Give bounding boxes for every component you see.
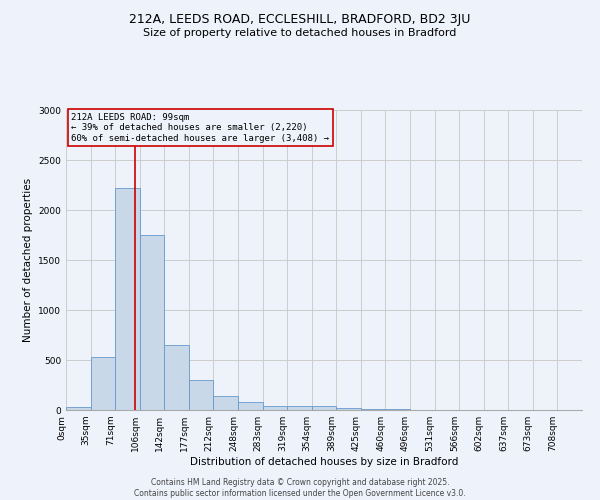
Bar: [385, 409, 410, 410]
Text: 212A, LEEDS ROAD, ECCLESHILL, BRADFORD, BD2 3JU: 212A, LEEDS ROAD, ECCLESHILL, BRADFORD, …: [130, 12, 470, 26]
Bar: [140, 235, 164, 410]
Bar: [263, 406, 287, 410]
X-axis label: Distribution of detached houses by size in Bradford: Distribution of detached houses by size …: [190, 457, 458, 467]
Text: Contains HM Land Registry data © Crown copyright and database right 2025.
Contai: Contains HM Land Registry data © Crown c…: [134, 478, 466, 498]
Bar: [287, 406, 312, 410]
Bar: [115, 188, 140, 410]
Bar: [361, 408, 385, 410]
Text: 212A LEEDS ROAD: 99sqm
← 39% of detached houses are smaller (2,220)
60% of semi-: 212A LEEDS ROAD: 99sqm ← 39% of detached…: [71, 113, 329, 143]
Bar: [238, 402, 263, 410]
Bar: [66, 407, 91, 410]
Bar: [214, 396, 238, 410]
Bar: [91, 357, 115, 410]
Text: Size of property relative to detached houses in Bradford: Size of property relative to detached ho…: [143, 28, 457, 38]
Y-axis label: Number of detached properties: Number of detached properties: [23, 178, 32, 342]
Bar: [164, 345, 189, 410]
Bar: [312, 406, 336, 410]
Bar: [336, 408, 361, 410]
Bar: [189, 380, 214, 410]
